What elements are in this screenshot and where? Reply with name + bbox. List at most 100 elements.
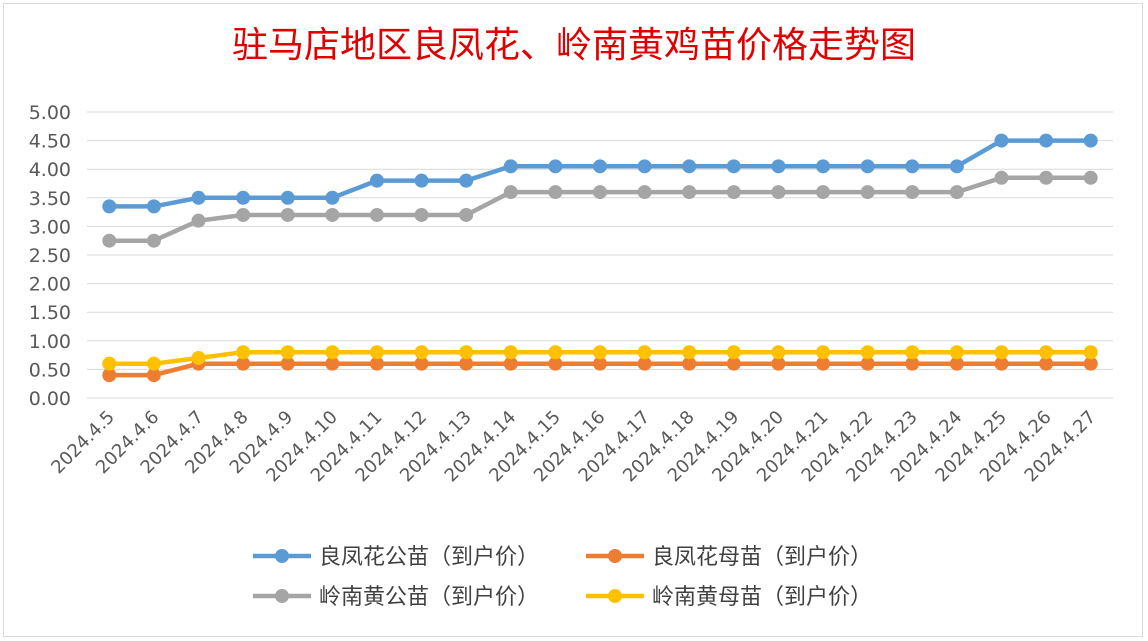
- data-point: [414, 207, 429, 222]
- data-point: [726, 345, 741, 360]
- data-point: [414, 356, 429, 371]
- data-point: [771, 345, 786, 360]
- data-point: [905, 159, 920, 174]
- data-point: [325, 207, 340, 222]
- data-point: [369, 356, 384, 371]
- data-point: [682, 345, 697, 360]
- data-point: [236, 207, 251, 222]
- data-point: [771, 185, 786, 200]
- legend: 良凤花公苗（到户价） 良凤花母苗（到户价） 岭南黄公苗（到户价） 岭南黄母苗（到户价）: [253, 545, 872, 610]
- legend-item: 岭南黄公苗（到户价）: [253, 585, 539, 610]
- data-point: [369, 173, 384, 188]
- data-point: [994, 345, 1009, 360]
- data-point: [503, 356, 518, 371]
- data-point: [994, 133, 1009, 148]
- data-point: [146, 356, 161, 371]
- data-point: [1039, 345, 1054, 360]
- data-point: [548, 159, 563, 174]
- data-point: [325, 356, 340, 371]
- series-lines: [102, 133, 1098, 383]
- y-tick-label: 4.00: [29, 159, 71, 181]
- y-axis-ticks: 0.00 0.50 1.00 1.50 2.00 2.50 3.00 3.50 4.00 4.50…: [29, 102, 71, 410]
- y-tick-label: 3.00: [29, 216, 71, 238]
- data-point: [236, 345, 251, 360]
- series-4: [102, 345, 1098, 371]
- data-point: [548, 185, 563, 200]
- data-point: [593, 345, 607, 360]
- data-point: [102, 356, 117, 371]
- data-point: [949, 345, 964, 360]
- data-point: [146, 233, 161, 248]
- x-axis-ticks: 2024.4.52024.4.62024.4.72024.4.82024.4.9…: [47, 407, 1100, 487]
- data-point: [816, 159, 831, 174]
- data-point: [637, 159, 652, 174]
- data-point: [191, 190, 206, 205]
- legend-marker: [275, 549, 289, 563]
- data-point: [816, 185, 831, 200]
- data-point: [637, 185, 652, 200]
- chart-title: 驻马店地区良凤花、岭南黄鸡苗价格走势图: [231, 25, 916, 66]
- data-point: [369, 345, 384, 360]
- legend-label: 岭南黄公苗（到户价）: [319, 585, 539, 610]
- data-point: [459, 356, 474, 371]
- legend-item: 良凤花母苗（到户价）: [586, 545, 872, 570]
- data-point: [771, 356, 786, 371]
- y-tick-label: 2.50: [29, 245, 71, 267]
- data-point: [1039, 133, 1054, 148]
- y-tick-label: 3.50: [29, 188, 71, 210]
- data-point: [949, 159, 964, 174]
- y-tick-label: 0.00: [29, 388, 71, 410]
- data-point: [236, 356, 251, 371]
- y-tick-label: 2.00: [29, 274, 71, 296]
- data-point: [593, 185, 607, 200]
- data-point: [146, 199, 161, 214]
- data-point: [949, 185, 964, 200]
- data-point: [280, 207, 295, 222]
- data-point: [548, 345, 563, 360]
- data-point: [593, 159, 607, 174]
- data-point: [1083, 170, 1098, 185]
- data-point: [191, 213, 206, 228]
- data-point: [414, 173, 429, 188]
- data-point: [682, 185, 697, 200]
- legend-item: 良凤花公苗（到户价）: [253, 545, 539, 570]
- data-point: [726, 356, 741, 371]
- data-point: [771, 159, 786, 174]
- y-tick-label: 5.00: [29, 102, 71, 124]
- data-point: [414, 345, 429, 360]
- data-point: [860, 159, 875, 174]
- data-point: [905, 345, 920, 360]
- legend-label: 良凤花公苗（到户价）: [319, 545, 539, 570]
- data-point: [369, 207, 384, 222]
- data-point: [459, 345, 474, 360]
- y-tick-label: 0.50: [29, 359, 71, 381]
- series-3: [102, 170, 1098, 248]
- data-point: [280, 356, 295, 371]
- chart-frame: [3, 3, 1143, 637]
- data-point: [637, 356, 652, 371]
- legend-marker: [608, 549, 622, 563]
- legend-marker: [275, 589, 289, 603]
- data-point: [1083, 345, 1098, 360]
- data-point: [503, 159, 518, 174]
- data-point: [102, 368, 117, 383]
- legend-item: 岭南黄母苗（到户价）: [586, 585, 872, 610]
- data-point: [1039, 356, 1054, 371]
- data-point: [905, 185, 920, 200]
- data-point: [905, 356, 920, 371]
- y-tick-label: 4.50: [29, 131, 71, 153]
- data-point: [1083, 356, 1098, 371]
- data-point: [1039, 170, 1054, 185]
- data-point: [503, 345, 518, 360]
- data-point: [593, 356, 607, 371]
- series-1: [102, 133, 1098, 214]
- data-point: [236, 190, 251, 205]
- data-point: [682, 159, 697, 174]
- legend-marker: [608, 589, 622, 603]
- data-point: [816, 345, 831, 360]
- y-tick-label: 1.50: [29, 302, 71, 324]
- data-point: [280, 190, 295, 205]
- data-point: [860, 356, 875, 371]
- series-2: [102, 356, 1098, 383]
